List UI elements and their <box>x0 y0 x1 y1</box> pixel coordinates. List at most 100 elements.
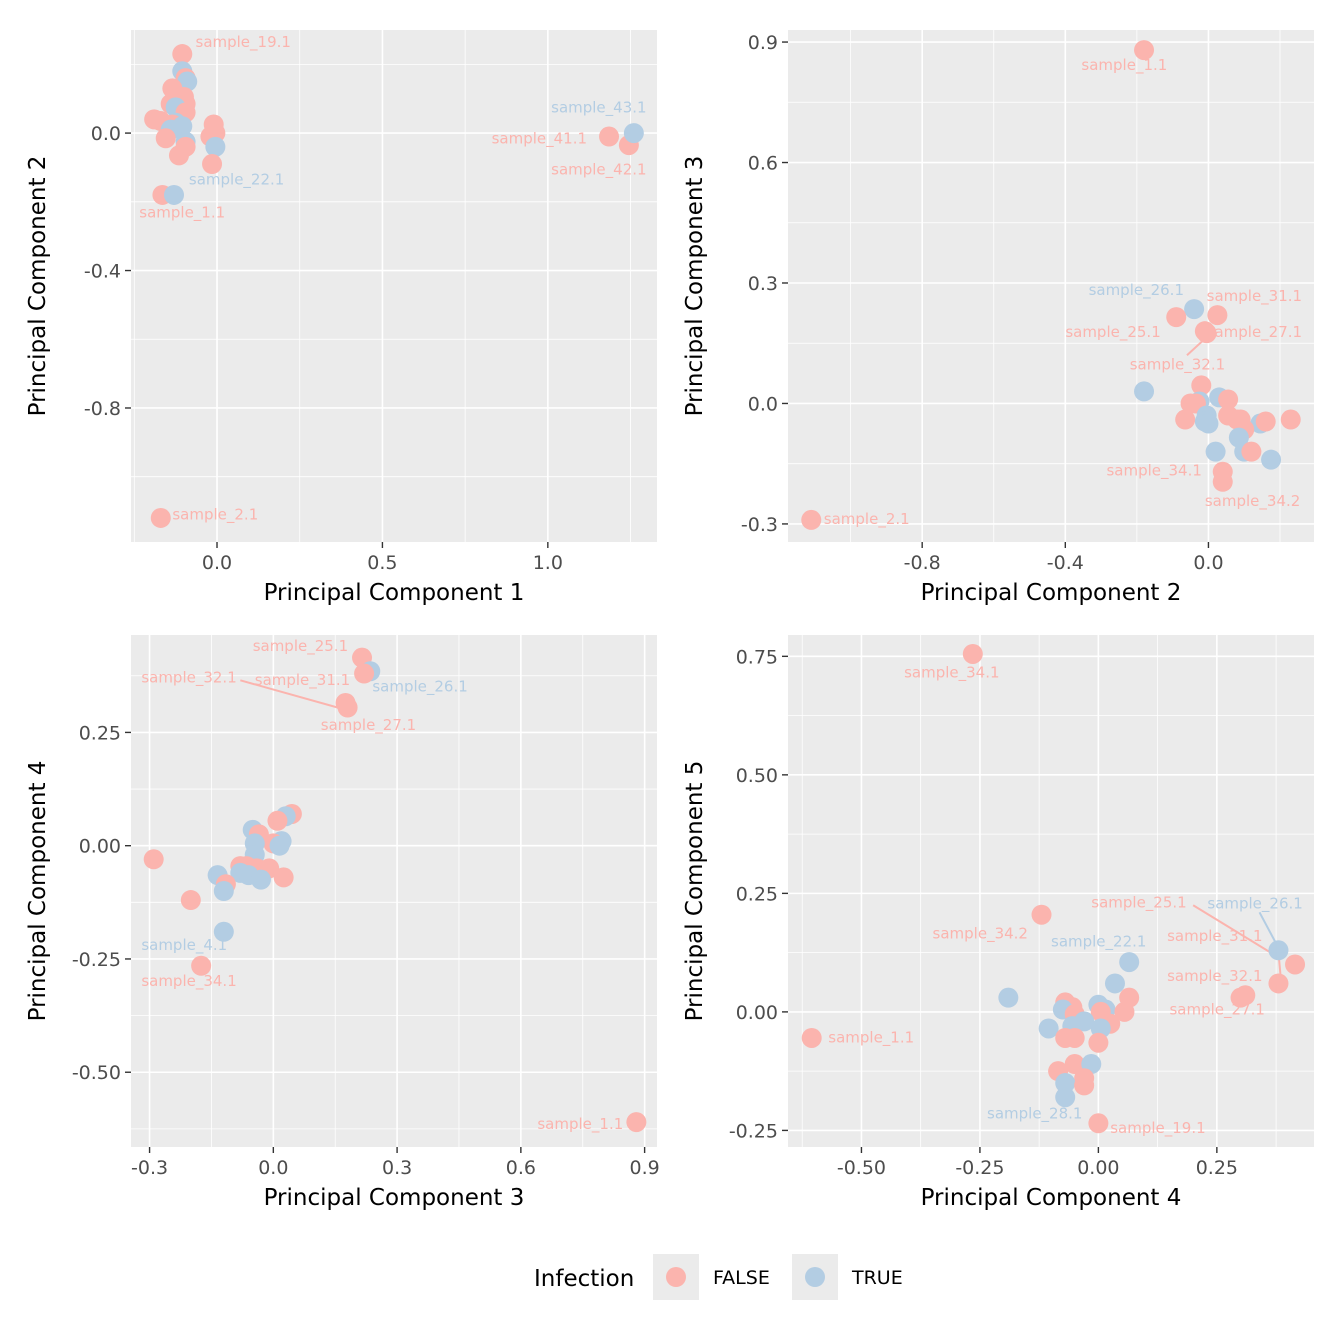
point-label: sample_34.1 <box>141 972 236 991</box>
y-tick-label: -0.4 <box>84 261 121 283</box>
point-label: sample_19.1 <box>196 33 291 52</box>
point-label: sample_26.1 <box>1207 895 1302 914</box>
point-label: sample_41.1 <box>492 129 587 148</box>
data-point-true <box>1184 299 1205 320</box>
data-point-false <box>801 1027 822 1048</box>
data-point-false <box>273 867 294 888</box>
data-point-false <box>1166 307 1187 328</box>
point-label: sample_32.1 <box>141 669 236 688</box>
panel-pc1-pc2: 0.0 0.5 1.0 0.0 -0.4 -0.8 Principal Component … <box>25 30 657 606</box>
point-label: sample_27.1 <box>1207 323 1302 342</box>
data-point-false <box>1207 305 1228 326</box>
y-tick-label: -0.50 <box>72 1062 121 1084</box>
data-point-false <box>1255 411 1276 432</box>
data-point-false <box>202 154 223 175</box>
data-point-false <box>168 145 189 166</box>
point-label: sample_43.1 <box>551 98 646 117</box>
data-point-false <box>962 643 983 664</box>
x-tick-label: 0.9 <box>630 1157 660 1179</box>
data-point-true <box>1055 1087 1076 1108</box>
data-point-false <box>1280 409 1301 430</box>
plot-area: sample_19.1 sample_43.1 sample_41.1 sample_… <box>139 33 647 528</box>
data-point-true <box>205 136 226 157</box>
data-point-true <box>177 71 198 92</box>
point-label: sample_31.1 <box>255 671 350 690</box>
y-axis-title: Principal Component 4 <box>25 761 51 1022</box>
x-tick-label: 0.0 <box>1193 552 1223 574</box>
y-tick-label: 0.0 <box>91 123 121 145</box>
legend-swatch-true <box>805 1267 825 1287</box>
y-axis-title: Principal Component 5 <box>682 761 708 1022</box>
data-point-true <box>213 881 234 901</box>
data-point-false <box>150 507 171 528</box>
x-axis-title: Principal Component 1 <box>264 580 525 606</box>
legend: Infection FALSE TRUE <box>534 1254 903 1300</box>
point-label: sample_31.1 <box>1207 287 1302 306</box>
point-label: sample_1.1 <box>1081 56 1167 75</box>
point-label: sample_34.2 <box>1205 492 1300 511</box>
data-point-true <box>1261 449 1282 470</box>
point-label: sample_32.1 <box>1130 355 1225 374</box>
x-tick-label: 0.5 <box>367 552 397 574</box>
data-point-false <box>180 890 201 911</box>
y-axis-title: Principal Component 3 <box>682 156 708 417</box>
legend-label-false: FALSE <box>713 1267 770 1289</box>
y-tick-label: 0.6 <box>748 153 778 175</box>
x-tick-label: -0.4 <box>1047 552 1084 574</box>
data-point-false <box>1031 904 1052 925</box>
plot-area: sample_1.1 sample_26.1 sample_31.1 sample_2… <box>801 40 1302 530</box>
panel-pc2-pc3: -0.8 -0.4 0.0 0.9 0.6 0.3 0.0 -0.3 Principal Com… <box>682 30 1314 606</box>
x-tick-label: -0.50 <box>837 1157 886 1179</box>
point-label: sample_2.1 <box>172 506 258 525</box>
point-label: sample_26.1 <box>372 678 467 697</box>
x-tick-label: 0.6 <box>506 1157 536 1179</box>
data-point-false <box>1175 409 1196 430</box>
plot-background <box>131 635 657 1147</box>
data-point-false <box>626 1112 647 1133</box>
data-point-false <box>599 126 620 147</box>
point-label: sample_34.1 <box>904 664 999 683</box>
data-point-false <box>354 663 375 684</box>
plot-background <box>788 635 1314 1147</box>
point-label: sample_26.1 <box>1089 281 1184 300</box>
point-label: sample_28.1 <box>987 1105 1082 1124</box>
y-tick-label: -0.25 <box>72 949 121 971</box>
plot-background <box>131 30 657 542</box>
data-point-false <box>1241 441 1262 462</box>
x-tick-label: 0.0 <box>202 552 232 574</box>
data-point-true <box>1119 952 1140 973</box>
point-label: sample_25.1 <box>253 637 348 656</box>
y-tick-label: 0.50 <box>736 765 778 787</box>
data-point-true <box>998 987 1019 1008</box>
x-tick-label: -0.8 <box>904 552 941 574</box>
data-point-true <box>1134 381 1155 402</box>
data-point-false <box>172 44 193 65</box>
x-tick-label: 0.3 <box>382 1157 412 1179</box>
point-label: sample_22.1 <box>189 171 284 190</box>
x-axis-title: Principal Component 2 <box>921 580 1182 606</box>
data-point-false <box>1064 1054 1085 1075</box>
data-point-false <box>155 128 176 149</box>
x-tick-label: 0.00 <box>1077 1157 1119 1179</box>
x-tick-label: 1.0 <box>533 552 563 574</box>
legend-swatch-false <box>666 1267 686 1287</box>
y-axis-title: Principal Component 2 <box>25 156 51 417</box>
x-tick-label: 0.25 <box>1196 1157 1238 1179</box>
data-point-false <box>191 955 212 976</box>
point-label: sample_1.1 <box>139 203 225 222</box>
data-point-false <box>143 849 164 870</box>
data-point-true <box>1205 441 1226 462</box>
data-point-false <box>1218 389 1239 410</box>
plot-area: sample_25.1 sample_32.1 sample_31.1 sample_… <box>141 637 647 1134</box>
data-point-false <box>1088 1113 1109 1134</box>
y-tick-label: 0.00 <box>79 836 121 858</box>
point-label: sample_32.1 <box>1167 967 1262 986</box>
point-label: sample_22.1 <box>1051 932 1146 951</box>
x-axis-title: Principal Component 3 <box>264 1185 525 1211</box>
y-tick-label: 0.3 <box>748 273 778 295</box>
data-point-false <box>1064 1027 1085 1048</box>
y-tick-label: 0.00 <box>736 1002 778 1024</box>
y-tick-label: 0.25 <box>736 883 778 905</box>
data-point-true <box>164 184 185 205</box>
